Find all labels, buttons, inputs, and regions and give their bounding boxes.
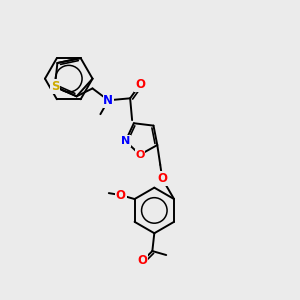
Text: O: O [116,189,126,202]
Text: S: S [51,80,59,93]
Text: N: N [103,94,113,107]
Text: N: N [121,136,130,146]
Text: O: O [135,78,145,91]
Text: O: O [137,254,147,268]
Text: O: O [135,150,145,160]
Text: O: O [157,172,167,185]
